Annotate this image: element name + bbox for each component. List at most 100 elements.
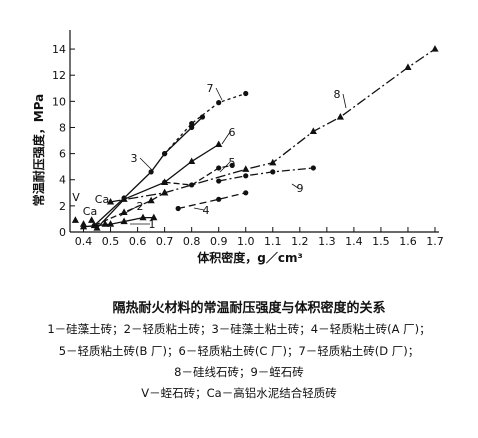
data-point (71, 216, 80, 223)
data-point (93, 224, 101, 231)
x-axis-label: 体积密度，g／cm³ (197, 250, 302, 265)
data-point (216, 165, 222, 171)
x-tick-label: 0.6 (129, 235, 147, 248)
data-point (310, 165, 316, 171)
x-tick-label: 1.7 (426, 235, 444, 248)
x-tick-label: 1.4 (345, 235, 363, 248)
curve-leader-line (342, 93, 347, 109)
x-tick-label: 0.8 (183, 235, 201, 248)
x-tick-label: 0.7 (156, 235, 174, 248)
data-point (229, 162, 235, 168)
series-line-7 (164, 92, 246, 155)
series-9 (216, 165, 316, 184)
curve-leader-line (219, 161, 231, 173)
y-tick-label: 4 (59, 174, 66, 187)
series-line-6 (96, 143, 220, 229)
data-point (88, 216, 96, 223)
point-label: Ca (95, 193, 109, 206)
curve-label-9: 9 (297, 182, 304, 195)
data-point (309, 127, 317, 134)
point-label: Ca (83, 205, 97, 218)
y-axis-label: 常温耐压强度，MPa (31, 94, 46, 207)
curve-label-6: 6 (229, 126, 236, 139)
x-tick-label: 0.4 (75, 235, 93, 248)
curve-leader-line (291, 183, 299, 189)
caption-legend-line: 8－硅线石砖；9－蛭石砖 (174, 365, 304, 379)
series-4 (175, 190, 249, 212)
data-point (404, 63, 412, 70)
data-point (120, 195, 128, 202)
curve-label-2: 2 (137, 200, 144, 213)
points-V (71, 216, 96, 223)
series-line-8 (110, 48, 436, 203)
series-line-9 (218, 167, 314, 182)
curve-leader-line (215, 87, 223, 101)
data-point (150, 213, 158, 221)
data-point (216, 196, 222, 202)
x-tick-label: 1.0 (237, 235, 255, 248)
series-7 (162, 90, 249, 157)
point-label: V (72, 191, 80, 204)
data-point (269, 158, 277, 166)
curve-leader-line (193, 207, 205, 211)
x-tick-label: 0.5 (102, 235, 120, 248)
curve-label-3: 3 (131, 152, 138, 165)
data-point (243, 173, 249, 179)
data-point (189, 124, 195, 131)
curve-label-4: 4 (203, 204, 210, 217)
curve-leader-line (139, 157, 153, 171)
x-tick-label: 1.1 (264, 235, 282, 248)
figure-caption-title: 隔热耐火材料的常温耐压强度与体积密度的关系 (112, 301, 386, 316)
data-point (79, 220, 88, 227)
y-tick-label: 10 (52, 95, 66, 108)
x-tick-label: 1.5 (372, 235, 390, 248)
data-point (139, 213, 147, 221)
data-point (431, 45, 439, 52)
x-tick-label: 0.9 (210, 235, 228, 248)
data-point (199, 114, 206, 120)
series-line-4 (177, 192, 246, 210)
data-point (175, 205, 181, 212)
curve-leader-line (119, 205, 139, 217)
data-point (101, 220, 109, 227)
curve-label-8: 8 (334, 88, 341, 101)
data-point (215, 140, 223, 148)
data-point (336, 113, 344, 120)
data-point (243, 90, 249, 97)
y-tick-label: 8 (59, 121, 66, 134)
x-tick-label: 1.3 (318, 235, 336, 248)
data-point (120, 217, 128, 225)
data-point (270, 169, 276, 175)
data-point (162, 151, 168, 157)
caption-legend-line: V－蛭石砖；Ca－高铝水泥结合轻质砖 (141, 386, 337, 400)
curve-label-1: 1 (149, 218, 156, 231)
series-1 (79, 213, 158, 230)
series-line-3 (93, 116, 203, 226)
data-point (242, 165, 250, 172)
curve-leader-line (221, 131, 231, 145)
data-point (161, 188, 169, 196)
y-tick-label: 0 (59, 226, 66, 239)
data-point (106, 197, 115, 205)
caption-legend-line: 5－轻质粘土砖(B 厂)；6－轻质粘土砖(C 厂)；7－轻质粘土砖(D 厂)； (58, 344, 420, 358)
y-tick-label: 6 (59, 148, 66, 161)
data-point (243, 190, 249, 196)
data-point (106, 220, 115, 227)
series-6 (93, 140, 223, 231)
y-tick-label: 14 (52, 43, 66, 56)
y-tick-label: 2 (59, 200, 66, 213)
x-tick-label: 1.6 (399, 235, 417, 248)
data-point (161, 178, 169, 185)
data-point (148, 169, 154, 175)
data-point (189, 120, 195, 127)
data-point (120, 208, 128, 215)
data-point (189, 182, 195, 188)
data-point (147, 196, 155, 204)
curve-label-5: 5 (229, 156, 236, 169)
points-Ca (79, 220, 109, 227)
series-3 (91, 114, 206, 229)
curve-label-7: 7 (207, 82, 214, 95)
